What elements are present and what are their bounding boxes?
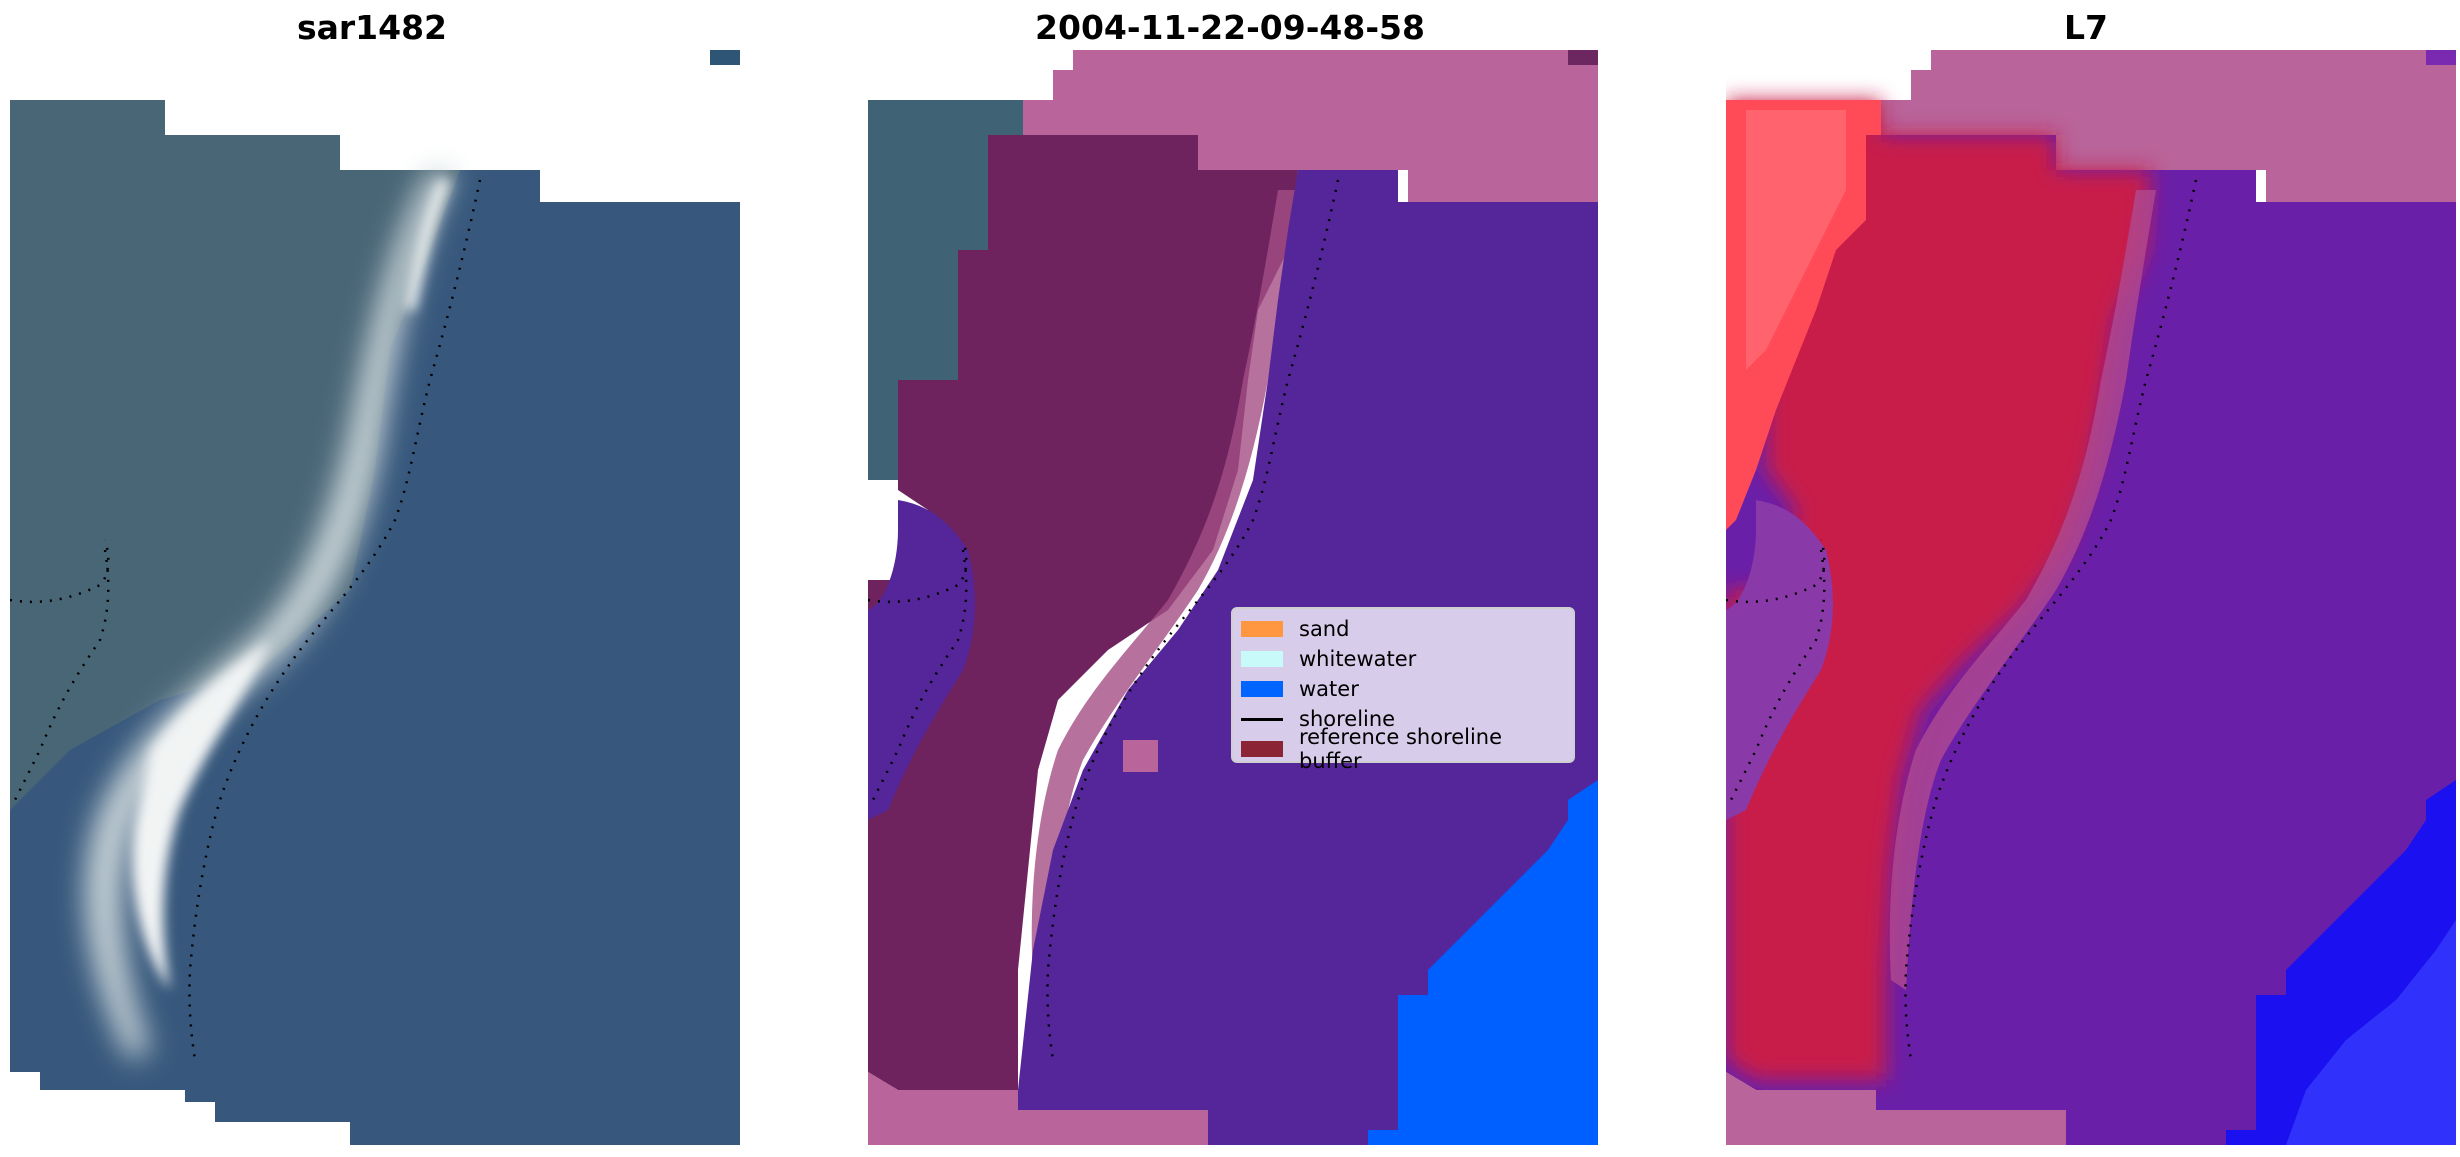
legend-item-water: water — [1241, 674, 1565, 704]
legend-swatch-water — [1241, 681, 1283, 697]
land-area — [10, 100, 460, 810]
false-color-image — [1726, 50, 2456, 1145]
surf-band — [85, 170, 456, 1060]
panel-title-rgb: sar1482 — [296, 8, 448, 47]
satellite-rgb-image — [10, 50, 740, 1145]
map-legend: sand whitewater water shoreline referenc… — [1231, 607, 1575, 773]
legend-swatch-buffer — [1241, 741, 1283, 757]
buffer-bottom — [868, 1072, 1208, 1145]
buffer-land — [868, 135, 1298, 1090]
shoreline-inlet — [10, 539, 110, 801]
panel-title-classified: 2004-11-22-09-48-58 — [1035, 8, 1425, 47]
legend-swatch-whitewater — [1241, 651, 1283, 667]
panel-title-false-color: L7 — [2064, 8, 2108, 47]
legend-label-buffer: reference shoreline buffer — [1299, 725, 1503, 773]
legend-label-sand: sand — [1299, 617, 1350, 641]
legend-label-shoreline: shoreline — [1299, 707, 1396, 731]
legend-swatch-sand — [1241, 621, 1283, 637]
legend-item-whitewater: whitewater — [1241, 644, 1565, 674]
legend-item-sand: sand — [1241, 614, 1565, 644]
legend-label-water: water — [1299, 677, 1359, 701]
legend-swatch-shoreline — [1241, 717, 1283, 721]
legend-label-whitewater: whitewater — [1299, 647, 1417, 671]
legend-item-buffer: reference shoreline buffer — [1241, 725, 1565, 773]
legend-item-shoreline: shoreline — [1241, 704, 1565, 734]
open-water — [1368, 780, 1598, 1145]
classified-image — [868, 50, 1598, 1145]
corner-pixel — [710, 50, 740, 65]
buffer-top — [1023, 50, 1598, 202]
